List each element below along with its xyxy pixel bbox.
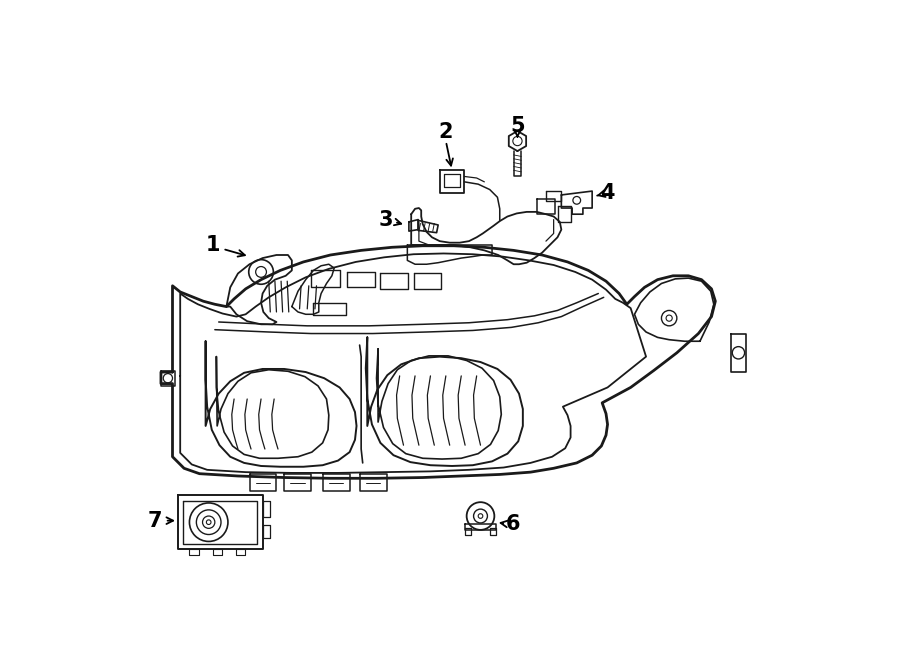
Polygon shape (161, 246, 716, 479)
Text: 1: 1 (205, 235, 220, 255)
Polygon shape (311, 270, 340, 287)
Polygon shape (731, 334, 746, 372)
Polygon shape (440, 170, 464, 193)
Polygon shape (557, 207, 571, 222)
Polygon shape (413, 273, 441, 289)
Polygon shape (465, 528, 472, 534)
Text: 4: 4 (600, 183, 615, 203)
Polygon shape (263, 524, 270, 538)
Polygon shape (536, 199, 555, 214)
Polygon shape (411, 208, 562, 264)
Polygon shape (634, 278, 714, 341)
Text: 7: 7 (148, 510, 162, 531)
Polygon shape (546, 191, 562, 201)
Polygon shape (227, 255, 292, 324)
Polygon shape (347, 272, 375, 287)
Polygon shape (490, 528, 496, 534)
Polygon shape (381, 273, 408, 289)
Text: 5: 5 (510, 116, 525, 136)
Text: 2: 2 (438, 122, 453, 142)
Polygon shape (161, 371, 175, 386)
Polygon shape (313, 303, 346, 315)
Text: 6: 6 (506, 514, 520, 534)
Polygon shape (189, 549, 199, 555)
Polygon shape (236, 549, 245, 555)
Polygon shape (263, 501, 270, 517)
Polygon shape (284, 474, 311, 491)
Polygon shape (249, 474, 276, 491)
Polygon shape (360, 474, 387, 491)
Polygon shape (409, 220, 419, 231)
Polygon shape (322, 474, 349, 491)
Polygon shape (292, 264, 334, 314)
Polygon shape (212, 549, 221, 555)
Polygon shape (508, 131, 526, 151)
Text: 3: 3 (379, 211, 393, 230)
Polygon shape (408, 245, 492, 264)
Polygon shape (418, 220, 438, 232)
Polygon shape (178, 495, 263, 549)
Polygon shape (465, 524, 496, 530)
Polygon shape (562, 191, 592, 214)
